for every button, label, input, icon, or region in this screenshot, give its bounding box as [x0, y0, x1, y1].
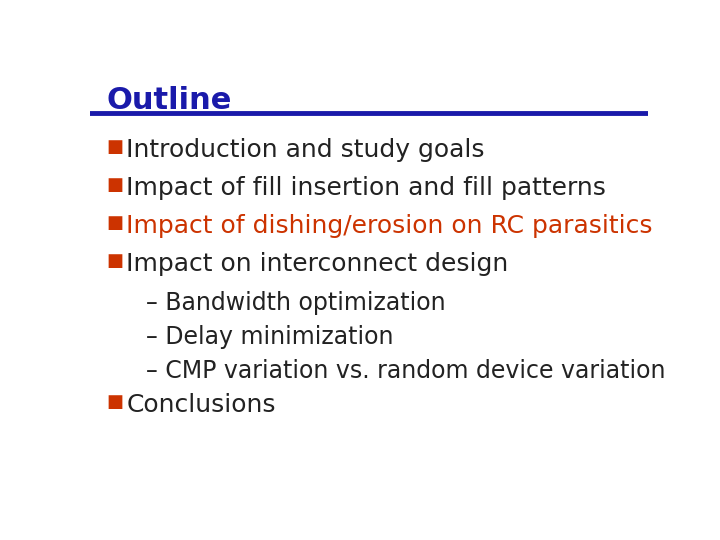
Text: Conclusions: Conclusions [126, 393, 276, 417]
Text: – CMP variation vs. random device variation: – CMP variation vs. random device variat… [145, 359, 665, 383]
Text: – Bandwidth optimization: – Bandwidth optimization [145, 291, 446, 315]
Text: – Delay minimization: – Delay minimization [145, 325, 393, 349]
Text: ■: ■ [107, 393, 124, 411]
Text: ■: ■ [107, 138, 124, 156]
Text: Impact of fill insertion and fill patterns: Impact of fill insertion and fill patter… [126, 176, 606, 200]
Text: Introduction and study goals: Introduction and study goals [126, 138, 485, 161]
Text: Impact on interconnect design: Impact on interconnect design [126, 252, 508, 276]
Text: Impact of dishing/erosion on RC parasitics: Impact of dishing/erosion on RC parasiti… [126, 214, 653, 238]
Text: ■: ■ [107, 214, 124, 232]
Text: ■: ■ [107, 176, 124, 194]
Text: ■: ■ [107, 252, 124, 271]
Text: Outline: Outline [107, 85, 232, 114]
